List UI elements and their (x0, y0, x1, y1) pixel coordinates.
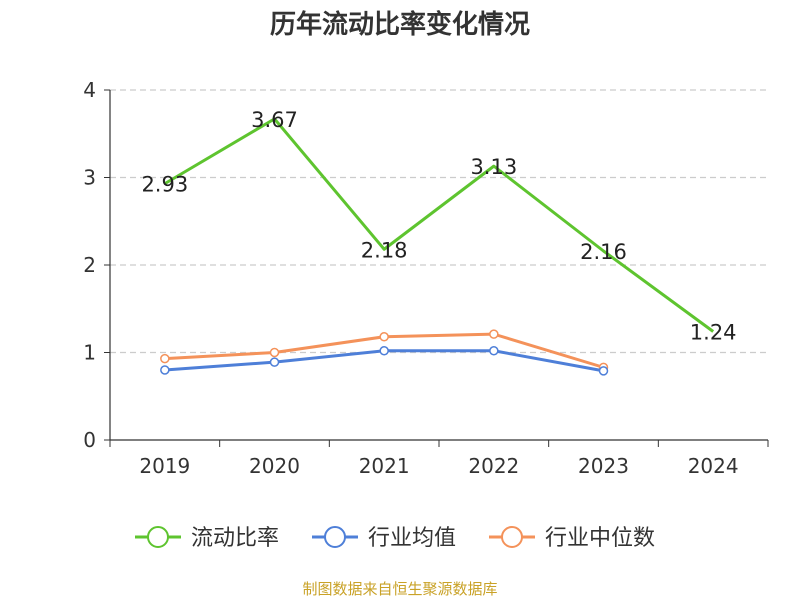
data-label: 3.67 (251, 108, 298, 132)
data-point (160, 365, 170, 375)
data-point (160, 353, 170, 364)
data-point (489, 346, 499, 356)
x-tick-label: 2020 (249, 454, 300, 478)
legend: 流动比率 行业均值 行业中位数 (135, 526, 655, 551)
legend-marker (324, 526, 346, 548)
data-label: 3.13 (470, 155, 517, 179)
chart-title: 历年流动比率变化情况 (269, 10, 530, 40)
data-label: 2.16 (580, 240, 627, 264)
data-label: 1.24 (690, 321, 737, 345)
x-tick-label: 2023 (578, 454, 629, 478)
grid-lines (110, 89, 768, 354)
data-source-note: 制图数据来自恒生聚源数据库 (302, 580, 498, 598)
data-point (598, 366, 609, 376)
data-point (379, 332, 389, 342)
x-tick-label: 2022 (468, 454, 519, 478)
data-label: 2.18 (361, 238, 408, 262)
x-tick-label: 2024 (688, 454, 739, 478)
y-tick-label: 4 (83, 78, 96, 102)
legend-item: 行业均值 (312, 526, 456, 551)
data-point (269, 357, 280, 367)
legend-label: 行业均值 (368, 526, 456, 551)
legend-label: 行业中位数 (545, 526, 655, 551)
x-tick-label: 2021 (359, 454, 410, 478)
data-labels: 2.93 3.67 2.18 3.13 2.16 1.24 (141, 108, 736, 345)
x-tick-label: 2019 (139, 454, 190, 478)
data-point (269, 347, 280, 358)
axes: 0 1 2 3 4 2019 2020 2021 2022 2023 2024 (83, 78, 769, 478)
y-tick-label: 1 (83, 341, 96, 365)
data-point (379, 346, 389, 356)
y-tick-label: 2 (83, 253, 96, 277)
legend-item: 行业中位数 (489, 526, 655, 551)
data-point (489, 329, 499, 339)
data-label: 2.93 (141, 173, 188, 197)
y-tick-label: 3 (83, 166, 96, 190)
legend-label: 流动比率 (191, 526, 279, 551)
series-line (164, 117, 715, 333)
legend-item: 流动比率 (135, 526, 279, 551)
series-lines (160, 117, 715, 376)
y-tick-label: 0 (83, 428, 96, 452)
legend-marker (501, 526, 523, 548)
legend-marker (147, 526, 169, 548)
